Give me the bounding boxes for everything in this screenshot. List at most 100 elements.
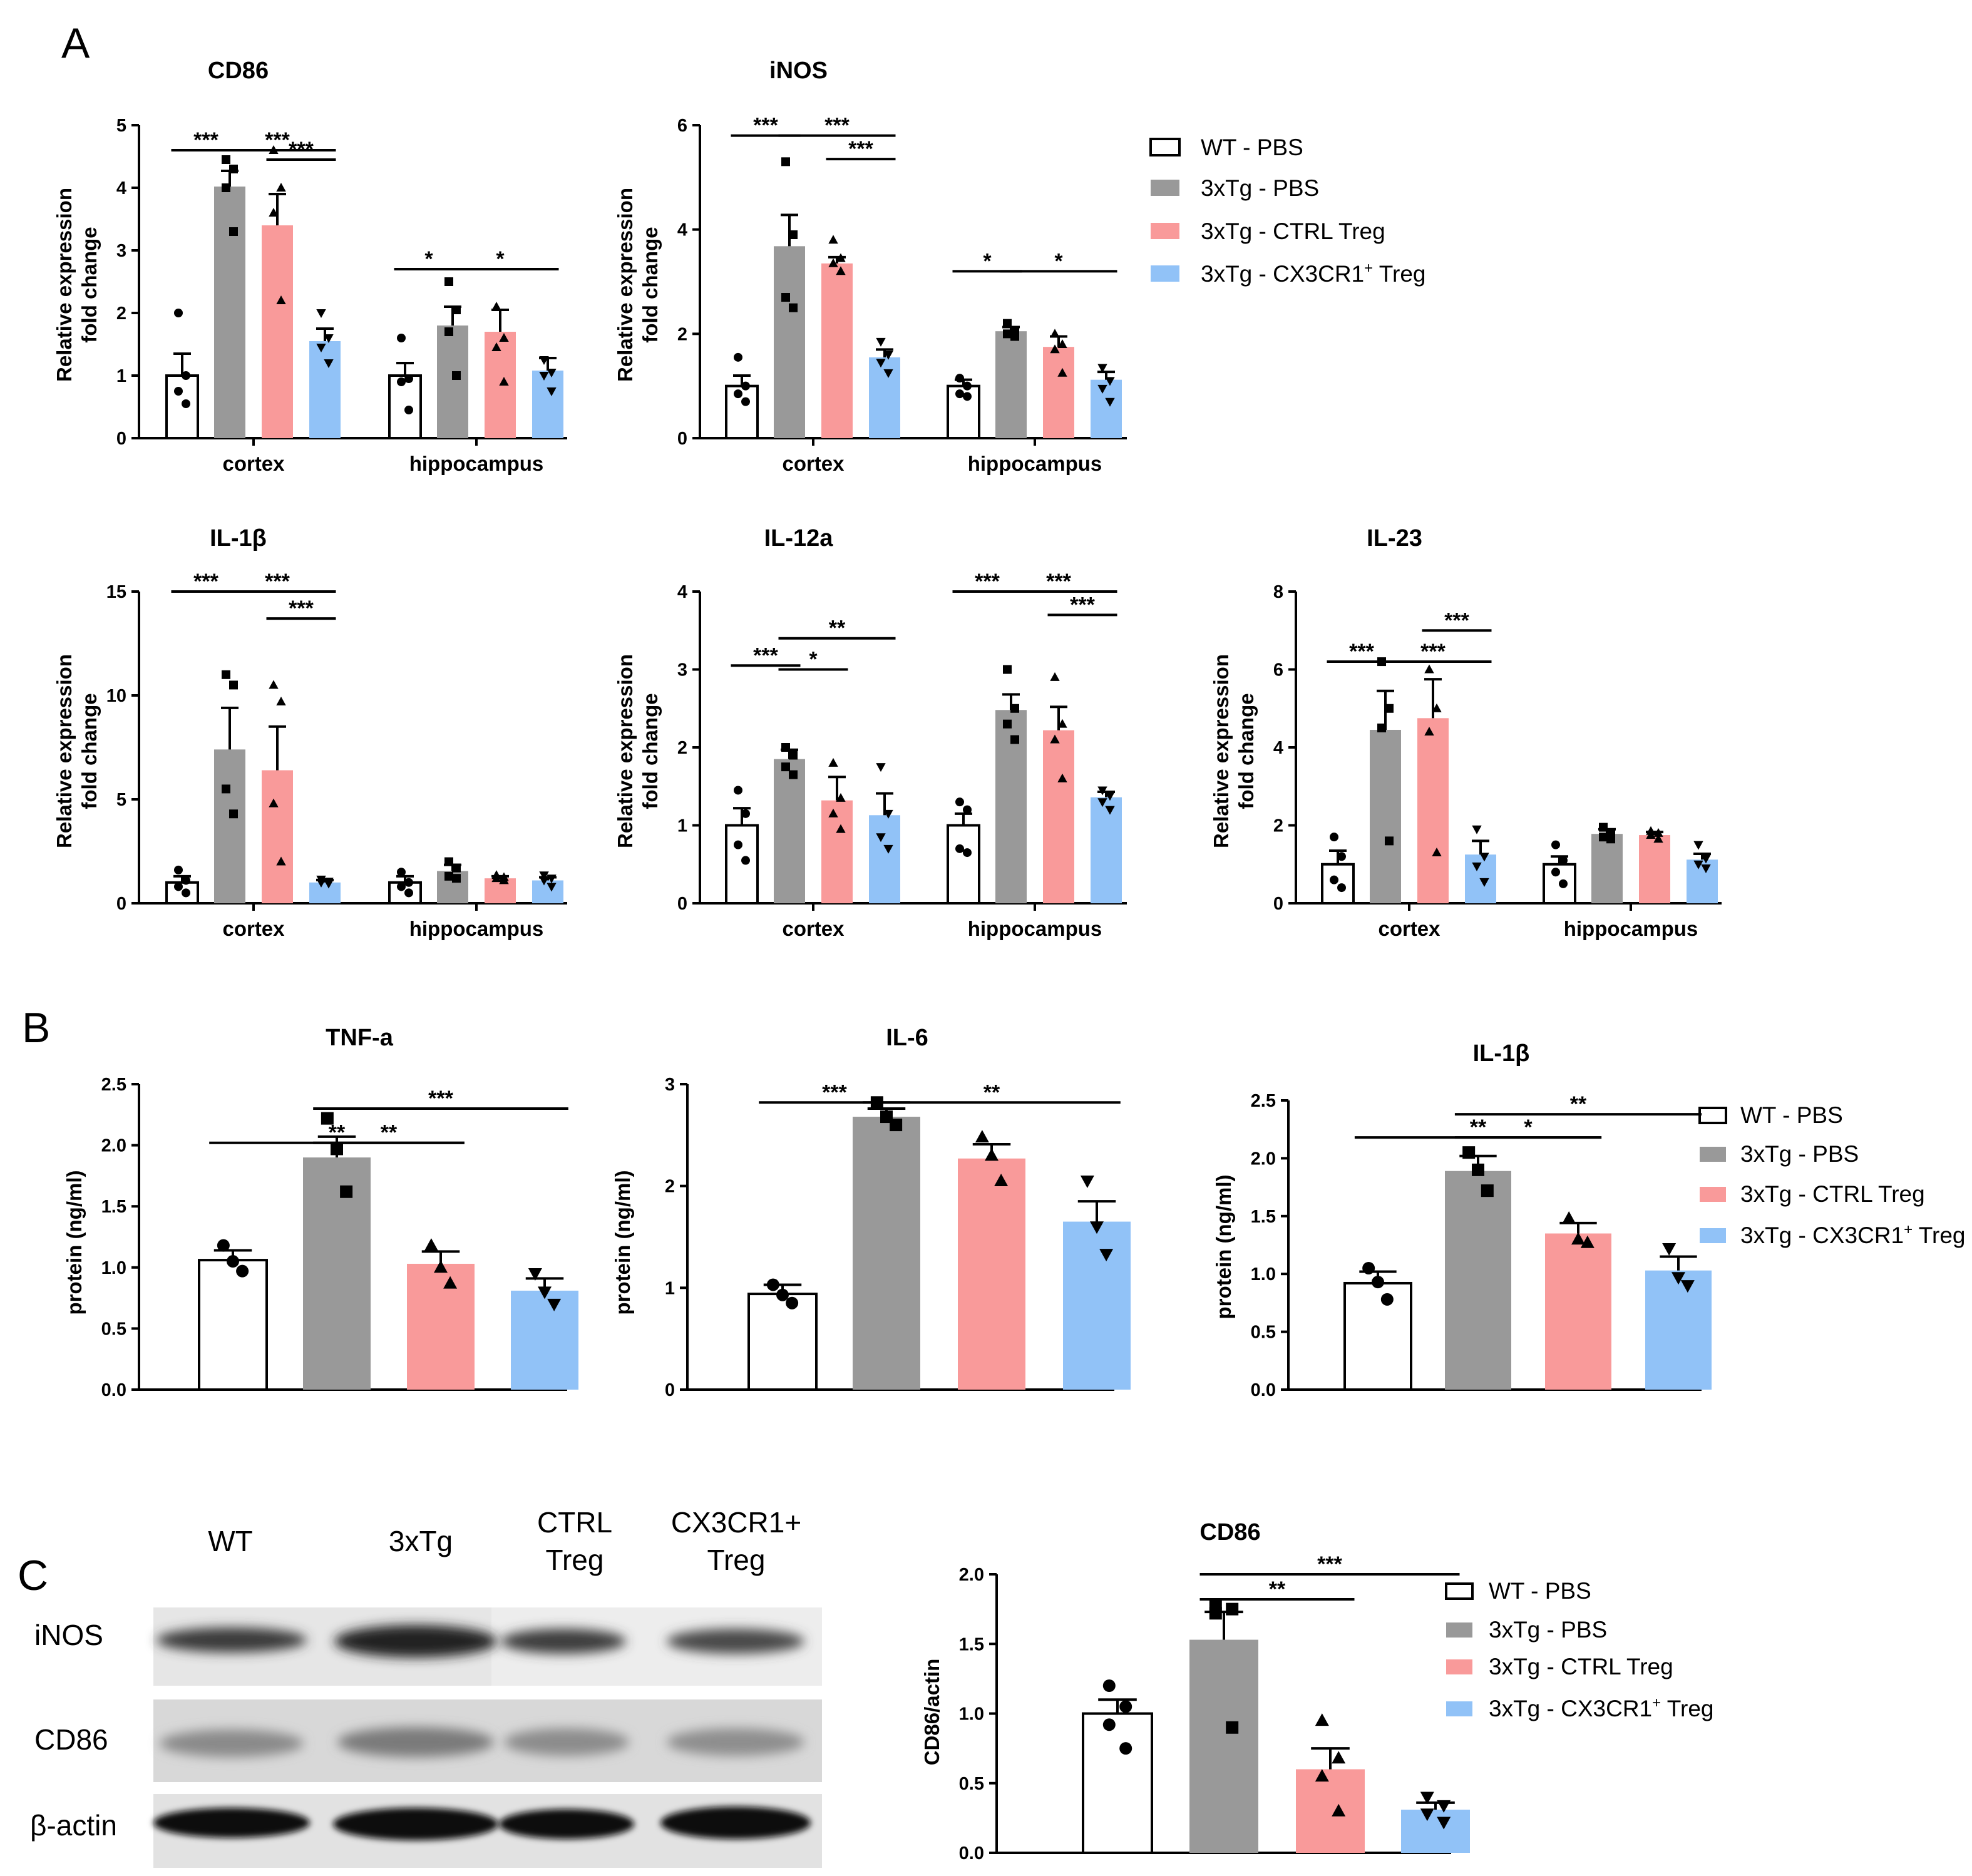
significance-label: *** <box>193 128 218 152</box>
blot-band-actin-3xtg <box>333 1808 498 1840</box>
data-point <box>182 876 190 885</box>
data-point <box>955 374 964 383</box>
y-tick-label: 8 <box>1273 582 1283 602</box>
data-point <box>1380 1293 1394 1306</box>
legend-label-ctrl-treg: 3xTg - CTRL Treg <box>1489 1654 1673 1679</box>
data-point <box>1097 364 1107 373</box>
significance-label: *** <box>975 570 1000 593</box>
data-point <box>1680 1280 1695 1293</box>
significance-label: * <box>983 249 992 273</box>
data-point <box>1424 727 1434 736</box>
significance-label: ** <box>329 1121 346 1145</box>
chart-a-il23: IL-23 Relative expression fold change 0 2 4 6 8… <box>1209 525 1722 940</box>
data-point <box>547 874 557 884</box>
y-tick-label: 2.5 <box>101 1075 126 1095</box>
bar <box>1082 1712 1153 1854</box>
data-point <box>174 882 183 891</box>
data-point <box>1551 840 1560 849</box>
chart-title: TNF-a <box>326 1025 394 1051</box>
legend-swatch-3xtg <box>1151 180 1179 196</box>
data-point <box>781 762 790 772</box>
data-point <box>1080 1176 1094 1189</box>
data-point <box>1010 332 1019 341</box>
x-group-label: hippocampus <box>1564 917 1698 940</box>
data-point <box>182 371 190 380</box>
legend-swatch-3xtg <box>1700 1147 1726 1162</box>
data-point <box>876 763 886 772</box>
legend-label-ctrl-treg: 3xTg - CTRL Treg <box>1201 218 1385 244</box>
y-tick-label: 2 <box>665 1177 675 1197</box>
data-point <box>1105 792 1115 801</box>
blot-column-wt: WT <box>208 1525 253 1557</box>
significance-label: *** <box>848 137 873 161</box>
data-point <box>1481 1184 1494 1197</box>
data-point <box>538 1286 552 1299</box>
data-point <box>836 824 846 833</box>
legend-swatch-wt <box>1149 138 1181 156</box>
data-point <box>539 876 549 886</box>
blot-band-cd86-3xtg <box>337 1727 494 1757</box>
data-point <box>539 372 549 381</box>
data-point <box>741 397 750 406</box>
data-point <box>1432 848 1442 857</box>
data-point <box>1385 836 1394 846</box>
bar <box>1445 1171 1511 1390</box>
data-point <box>499 875 509 884</box>
data-point <box>444 327 453 336</box>
data-point <box>491 301 501 310</box>
bar <box>214 749 245 903</box>
data-point <box>397 334 406 342</box>
data-point <box>1337 883 1346 893</box>
data-point <box>741 809 750 818</box>
data-point <box>734 352 742 362</box>
bar <box>774 759 805 903</box>
y-tick-label: 6 <box>1273 660 1283 680</box>
data-point <box>1606 834 1615 844</box>
legend-label-3xtg: 3xTg - PBS <box>1740 1141 1859 1167</box>
data-point <box>1315 1713 1329 1726</box>
data-point <box>1472 825 1482 834</box>
data-point <box>741 381 750 391</box>
y-tick-label: 3 <box>677 660 687 680</box>
chart-a-il12a: IL-12a Relative expression fold change 0 1 2 3… <box>614 525 1127 940</box>
bar <box>853 1117 920 1390</box>
significance-label: *** <box>822 1080 847 1104</box>
y-tick-label: 0 <box>116 429 126 449</box>
y-axis-label: protein (ng/ml) <box>1212 1175 1235 1320</box>
y-tick-label: 4 <box>677 220 687 240</box>
data-point <box>1662 1243 1677 1256</box>
blot-band-inos-cx3cr1 <box>667 1629 804 1654</box>
data-point <box>955 389 964 399</box>
y-tick-label: 0.5 <box>959 1774 984 1794</box>
significance-label: ** <box>1570 1092 1587 1116</box>
data-point <box>1209 1607 1222 1620</box>
data-point <box>1050 672 1060 681</box>
data-point <box>1050 329 1060 338</box>
data-point <box>1102 1718 1116 1731</box>
data-point <box>547 387 557 397</box>
data-point <box>324 334 334 344</box>
data-point <box>734 840 742 849</box>
data-point <box>1693 841 1703 850</box>
bar <box>774 246 805 438</box>
data-point <box>883 809 893 819</box>
y-tick-label: 1 <box>665 1278 675 1298</box>
data-point <box>963 392 972 401</box>
data-point <box>1653 834 1663 843</box>
data-point <box>229 227 238 236</box>
data-point <box>1437 1800 1451 1813</box>
data-point <box>1057 339 1067 348</box>
significance-label: * <box>1524 1115 1533 1139</box>
significance-label: *** <box>824 114 850 138</box>
significance-label: *** <box>1317 1552 1342 1576</box>
data-point <box>452 305 461 314</box>
bar <box>1401 1810 1470 1853</box>
data-point <box>444 871 453 881</box>
x-group-label: hippocampus <box>968 917 1102 940</box>
legend-swatch-ctrl-treg <box>1446 1659 1472 1674</box>
bar <box>947 824 980 905</box>
bar <box>821 263 853 438</box>
data-point <box>499 332 509 342</box>
panel-letter-b: B <box>22 1004 50 1052</box>
data-point <box>789 770 798 779</box>
